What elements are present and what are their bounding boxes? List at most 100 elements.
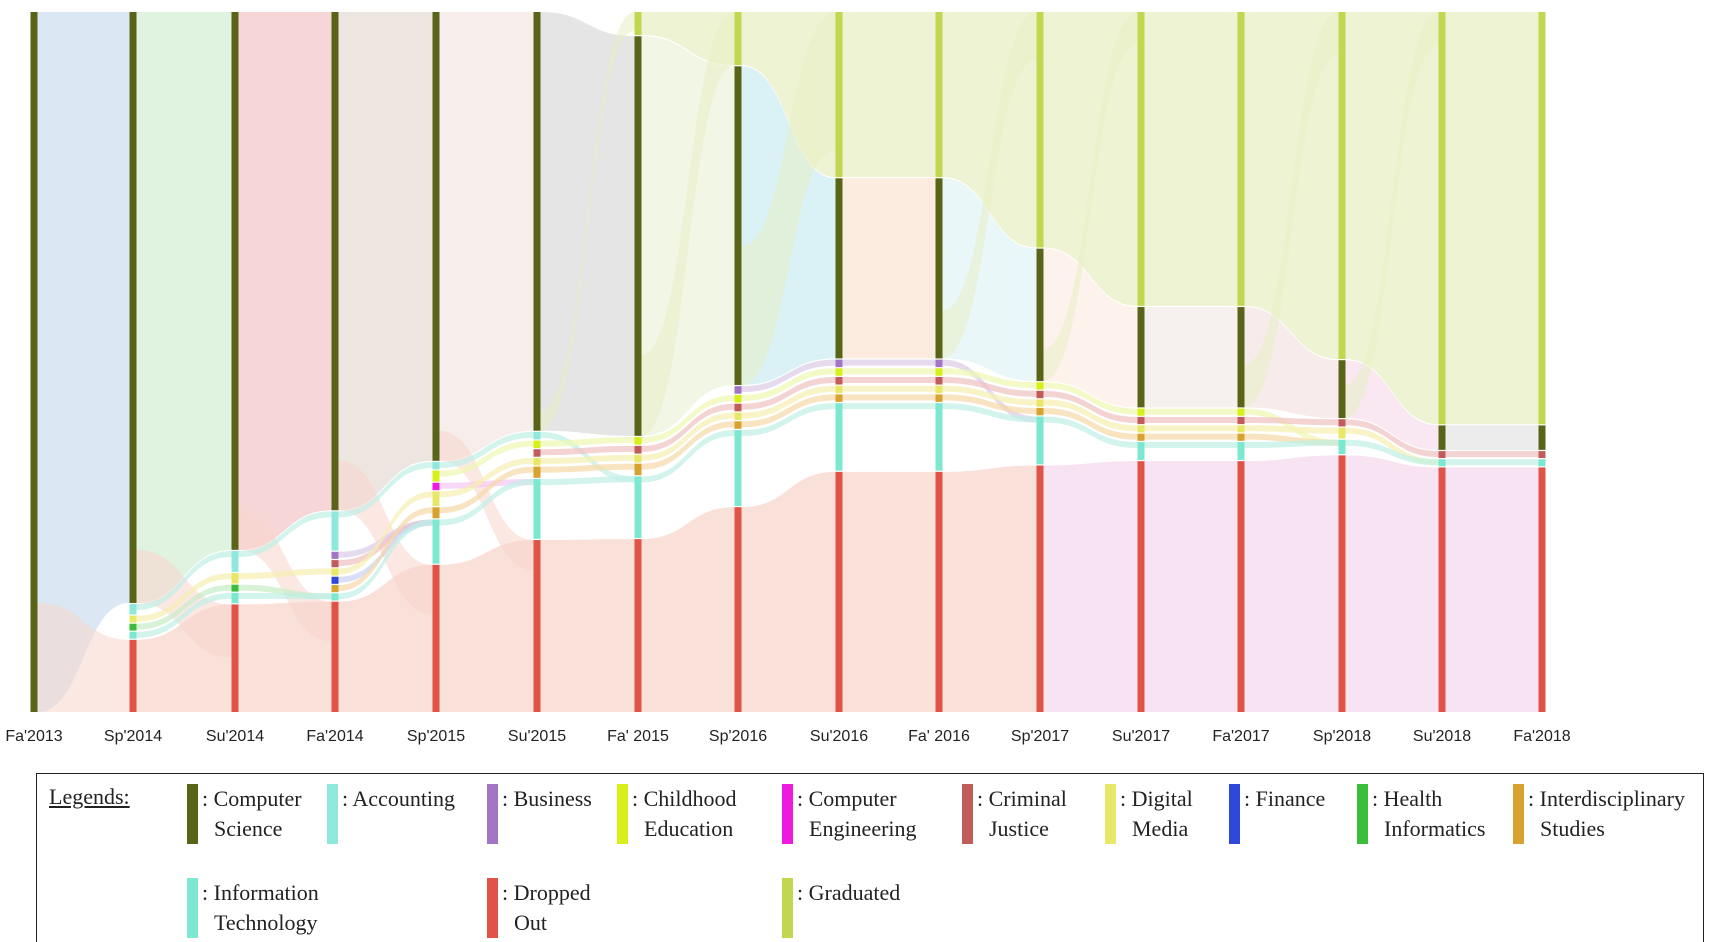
node-childhood bbox=[1137, 408, 1145, 416]
node-accounting bbox=[331, 511, 339, 551]
legend-label: : Accounting bbox=[342, 784, 455, 814]
flow-criminal bbox=[1345, 419, 1439, 458]
node-comp_eng bbox=[432, 482, 440, 491]
term-label: Su'2017 bbox=[1112, 728, 1170, 745]
flow-childhood bbox=[439, 440, 534, 477]
legend-item-comp_eng: : Computer Engineering bbox=[782, 784, 917, 844]
flow-childhood bbox=[842, 368, 936, 375]
node-cs bbox=[1338, 360, 1346, 419]
node-digital bbox=[634, 454, 642, 463]
legend-swatch bbox=[1357, 784, 1368, 844]
node-dropped bbox=[331, 601, 339, 712]
flow-interdisc bbox=[540, 463, 635, 473]
node-childhood bbox=[935, 368, 943, 376]
node-graduated bbox=[1438, 12, 1446, 425]
node-graduated bbox=[1036, 12, 1044, 248]
flow-graduated bbox=[842, 12, 936, 178]
node-interdisc bbox=[1137, 433, 1145, 441]
node-business bbox=[935, 359, 943, 368]
legend-label-line: : Computer bbox=[797, 786, 897, 811]
node-it bbox=[231, 592, 239, 604]
flow-criminal bbox=[641, 403, 735, 452]
flow-it bbox=[540, 476, 635, 486]
node-layer bbox=[30, 12, 1546, 712]
node-graduated bbox=[1137, 12, 1145, 306]
node-graduated bbox=[835, 12, 843, 178]
term-label: Sp'2014 bbox=[104, 728, 162, 745]
flow-cs bbox=[1144, 307, 1238, 408]
node-dropped bbox=[935, 471, 943, 712]
term-label: Su'2015 bbox=[508, 728, 566, 745]
legend-label-line: : Criminal bbox=[977, 786, 1067, 811]
legend-item-dropped: : Dropped Out bbox=[487, 878, 591, 938]
flow-criminal bbox=[942, 377, 1037, 397]
node-health bbox=[129, 623, 137, 631]
legend-swatch bbox=[782, 878, 793, 938]
node-cs bbox=[30, 12, 38, 712]
term-label: Sp'2017 bbox=[1011, 728, 1069, 745]
node-cs bbox=[1438, 425, 1446, 450]
flow-cs bbox=[37, 12, 130, 712]
node-criminal bbox=[1338, 419, 1346, 427]
node-business bbox=[331, 551, 339, 559]
node-childhood bbox=[1036, 382, 1044, 390]
node-dropped bbox=[634, 539, 642, 712]
flow-digital bbox=[942, 385, 1037, 406]
legend-label: : Criminal Justice bbox=[977, 784, 1067, 844]
flow-digital bbox=[338, 491, 433, 575]
node-cs bbox=[935, 178, 943, 359]
flow-criminal bbox=[1144, 416, 1238, 423]
flow-criminal bbox=[540, 445, 635, 456]
node-business bbox=[835, 359, 843, 368]
node-dropped bbox=[129, 639, 137, 712]
legend-label-line: : Finance bbox=[1244, 786, 1326, 811]
node-digital bbox=[129, 615, 137, 623]
legend-label-line: : Health bbox=[1372, 786, 1443, 811]
term-label: Su'2016 bbox=[810, 728, 868, 745]
legend-label-line: : Childhood bbox=[632, 786, 737, 811]
node-it bbox=[835, 403, 843, 471]
node-cs bbox=[734, 66, 742, 385]
flow-business bbox=[842, 359, 936, 366]
flow-dropped bbox=[1345, 455, 1439, 712]
legend-swatch bbox=[782, 784, 793, 844]
node-criminal bbox=[331, 560, 339, 568]
legend-label: : Childhood Education bbox=[632, 784, 737, 844]
flow-accounting bbox=[136, 551, 232, 611]
flow-interdisc bbox=[1144, 433, 1238, 440]
flow-it bbox=[741, 403, 836, 437]
node-cs bbox=[1538, 425, 1546, 450]
node-it bbox=[1338, 439, 1346, 455]
flow-dropped bbox=[842, 471, 936, 712]
flow-graduated bbox=[1244, 12, 1339, 359]
flow-digital bbox=[1345, 427, 1439, 466]
node-health bbox=[231, 584, 239, 592]
node-dropped bbox=[1036, 465, 1044, 712]
node-criminal bbox=[1237, 416, 1245, 425]
flow-it bbox=[1445, 459, 1539, 466]
flow-cs-out bbox=[641, 12, 735, 436]
node-cs bbox=[432, 12, 440, 461]
legend-title: Legends: bbox=[49, 784, 130, 809]
legend-item-cs: : Computer Science bbox=[187, 784, 302, 844]
flow-cs bbox=[1345, 360, 1439, 450]
node-dropped bbox=[1137, 461, 1145, 712]
node-it bbox=[935, 403, 943, 471]
node-criminal bbox=[1036, 390, 1044, 399]
flow-digital bbox=[1144, 425, 1238, 432]
term-label: Su'2018 bbox=[1413, 728, 1471, 745]
term-label: Fa'2013 bbox=[5, 728, 62, 745]
node-it bbox=[533, 479, 541, 539]
node-criminal bbox=[734, 403, 742, 412]
flow-cs bbox=[942, 178, 1037, 382]
node-it bbox=[1137, 442, 1145, 460]
flow-cs bbox=[1043, 248, 1138, 408]
node-it bbox=[634, 476, 642, 538]
term-label: Sp'2016 bbox=[709, 728, 767, 745]
node-childhood bbox=[1237, 408, 1245, 416]
node-cs bbox=[634, 36, 642, 436]
legend-swatch bbox=[187, 784, 198, 844]
flow-accounting bbox=[439, 431, 534, 469]
flow-interdisc bbox=[1043, 407, 1138, 440]
node-digital bbox=[331, 568, 339, 576]
